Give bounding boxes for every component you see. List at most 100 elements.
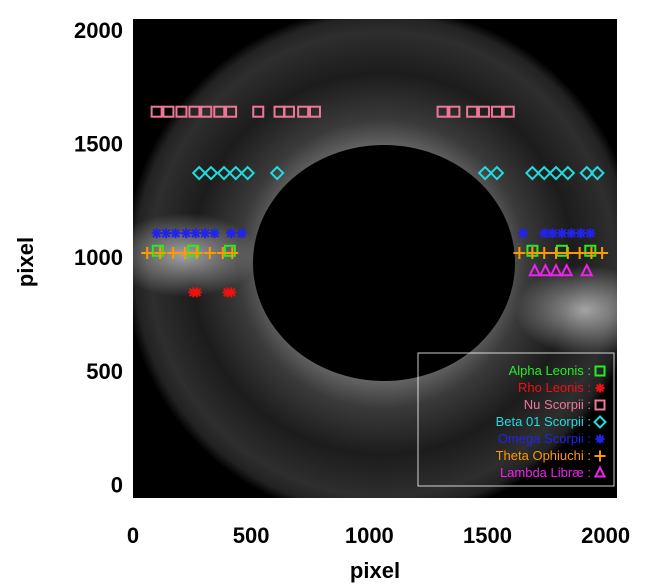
marker-square [308, 105, 321, 118]
marker-square [151, 244, 164, 257]
marker-asterisk [556, 228, 567, 239]
marker-diamond [269, 165, 285, 181]
marker-square [200, 105, 213, 118]
x-tick-label: 1000 [345, 523, 394, 548]
marker-plus [526, 247, 539, 260]
marker-square [477, 105, 490, 118]
marker-plus [190, 247, 203, 260]
marker-diamond [203, 165, 219, 181]
marker-triangle [580, 262, 594, 277]
marker-square [187, 244, 200, 257]
y-tick-label: 0 [111, 472, 123, 497]
marker-asterisk [226, 287, 237, 298]
marker-diamond [548, 165, 564, 181]
corona-streamer-right [515, 265, 617, 355]
marker-triangle [560, 262, 574, 277]
legend-label: Nu Scorpii : [524, 397, 591, 412]
marker-diamond [216, 165, 232, 181]
marker-triangle [538, 262, 553, 277]
marker-diamond [536, 165, 552, 181]
x-tick-label: 500 [233, 523, 270, 548]
legend-label: Omega Scorpii : [498, 431, 591, 446]
marker-plus [154, 247, 167, 260]
marker-square [150, 105, 163, 118]
marker-asterisk [151, 228, 162, 239]
marker-triangle [549, 262, 563, 277]
marker-asterisk [209, 228, 220, 239]
marker-asterisk [585, 228, 596, 239]
marker-diamond [228, 165, 244, 181]
marker-square [502, 105, 515, 118]
marker-diamond [593, 415, 607, 429]
marker-plus [561, 247, 574, 260]
marker-square [252, 105, 265, 118]
marker-diamond [579, 165, 595, 181]
marker-square [436, 105, 449, 118]
marker-asterisk [200, 228, 211, 239]
marker-square [213, 105, 226, 118]
legend-label: Lambda Libræ : [500, 465, 591, 480]
marker-square [175, 105, 188, 118]
marker-square [282, 105, 295, 118]
marker-asterisk [161, 228, 172, 239]
marker-square [490, 105, 503, 118]
marker-diamond [560, 165, 576, 181]
marker-triangle [528, 262, 542, 277]
marker-asterisk [226, 228, 237, 239]
marker-asterisk [517, 228, 528, 239]
marker-plus [538, 247, 551, 260]
star-markers [141, 105, 609, 298]
y-tick-label: 1000 [74, 245, 123, 270]
marker-asterisk [236, 228, 247, 239]
y-tick-label: 2000 [74, 18, 123, 43]
x-tick-label: 1500 [463, 523, 512, 548]
marker-asterisk [539, 228, 550, 239]
marker-plus [594, 450, 606, 462]
y-axis-label: pixel [13, 237, 38, 287]
marker-asterisk [595, 434, 605, 444]
legend-box [417, 352, 615, 487]
marker-diamond [477, 165, 493, 181]
marker-plus [596, 247, 609, 260]
y-tick-label: 500 [86, 359, 123, 384]
legend-label: Rho Leonis : [518, 380, 591, 395]
marker-square [594, 399, 606, 411]
marker-asterisk [595, 383, 605, 393]
x-axis-label: pixel [350, 558, 400, 583]
marker-plus [141, 247, 154, 260]
marker-diamond [489, 165, 505, 181]
x-tick-label: 2000 [581, 523, 630, 548]
marker-square [223, 244, 236, 257]
marker-asterisk [547, 228, 558, 239]
marker-square [297, 105, 310, 118]
x-tick-labels: 0 500 1000 1500 2000 [127, 523, 630, 548]
marker-square [594, 365, 606, 377]
marker-plus [226, 247, 239, 260]
y-tick-labels: 0 500 1000 1500 2000 [74, 18, 123, 497]
legend: Alpha Leonis : Rho Leonis : Nu Scorpii : Be… [417, 352, 615, 487]
legend-entries: Alpha Leonis : Rho Leonis : Nu Scorpii : Be… [496, 363, 607, 480]
marker-plus [203, 247, 216, 260]
marker-plus [573, 247, 586, 260]
y-tick-label: 1500 [74, 132, 123, 157]
marker-plus [585, 247, 598, 260]
marker-asterisk [566, 228, 577, 239]
marker-triangle [593, 465, 607, 478]
marker-asterisk [575, 228, 586, 239]
marker-diamond [524, 165, 540, 181]
marker-square [448, 105, 461, 118]
marker-square [466, 105, 479, 118]
marker-asterisk [170, 228, 181, 239]
legend-label: Beta 01 Scorpii : [496, 414, 591, 429]
marker-asterisk [181, 228, 192, 239]
marker-plus [513, 247, 526, 260]
marker-asterisk [190, 228, 201, 239]
marker-square [225, 105, 238, 118]
marker-asterisk [191, 287, 202, 298]
marker-plus [167, 247, 180, 260]
x-tick-label: 0 [127, 523, 139, 548]
marker-diamond [240, 165, 256, 181]
marker-plus [178, 247, 191, 260]
marker-plus [550, 247, 563, 260]
